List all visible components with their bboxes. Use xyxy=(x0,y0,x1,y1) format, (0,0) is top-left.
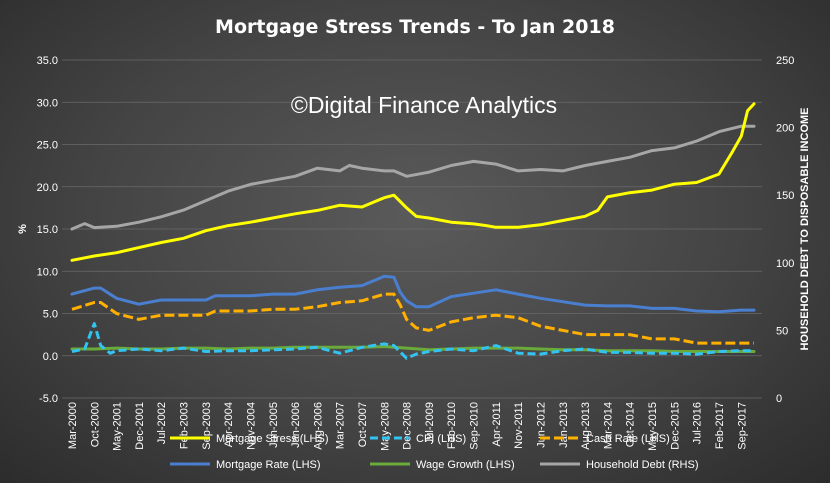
x-tick-label: Oct-2014 xyxy=(625,402,637,447)
series-line xyxy=(70,124,756,231)
y-axis-left-label: % xyxy=(17,224,29,234)
x-tick-label: Dec-2008 xyxy=(402,402,414,450)
legend: Mortgage Stress (LHS) CPI (LHS) Cash Rate … xyxy=(170,433,699,471)
x-tick-label: Oct-2007 xyxy=(357,402,369,447)
legend-label: Mortgage Stress (LHS) xyxy=(216,433,328,445)
x-tick-label: Aug-2006 xyxy=(312,402,324,450)
y-tick-left: 0.0 xyxy=(43,351,58,363)
x-tick-label: Feb-2010 xyxy=(446,402,458,449)
y-tick-right: 200 xyxy=(776,123,794,135)
x-tick-label: Mar-2007 xyxy=(335,402,347,449)
watermark: ©Digital Finance Analytics xyxy=(291,92,557,118)
y-tick-left: 10.0 xyxy=(37,266,58,278)
x-tick-label: Dec-2001 xyxy=(134,402,146,450)
y-tick-left: 25.0 xyxy=(37,140,58,152)
series-line xyxy=(71,292,754,345)
series-line xyxy=(70,102,756,262)
y-tick-right: 50 xyxy=(776,325,788,337)
x-tick-label: Jul-2016 xyxy=(692,402,704,444)
x-tick-label: Sep-2003 xyxy=(201,402,213,450)
y-tick-left: -5.0 xyxy=(39,393,58,405)
y-tick-right: 100 xyxy=(776,258,794,270)
y-tick-left: 5.0 xyxy=(43,309,58,321)
x-tick-label: Apr-2004 xyxy=(223,402,235,447)
y-axis-right-label: HOUSEHOLD DEBT TO DISPOSABLE INCOME xyxy=(799,107,811,350)
series-lines xyxy=(70,102,756,360)
x-tick-label: Feb-2003 xyxy=(179,402,191,449)
y-tick-left: 30.0 xyxy=(37,97,58,109)
x-tick-label: Nov-2004 xyxy=(245,402,257,450)
x-tick-label: May-2008 xyxy=(379,402,391,451)
x-tick-label: Nov-2011 xyxy=(513,402,525,449)
gridlines xyxy=(62,59,762,399)
y-tick-right: 150 xyxy=(776,190,794,202)
x-tick-label: Apr-2011 xyxy=(491,402,503,446)
chart-title: Mortgage Stress Trends - To Jan 2018 xyxy=(215,16,615,38)
x-tick-label: Jul-2009 xyxy=(424,402,436,444)
x-tick-label: Aug-2013 xyxy=(580,402,592,450)
legend-label: Household Debt (RHS) xyxy=(586,459,699,471)
legend-label: CPI (LHS) xyxy=(416,433,466,445)
y-tick-left: 20.0 xyxy=(37,182,58,194)
y-tick-left: 15.0 xyxy=(37,224,58,236)
x-tick-label: Jan-2006 xyxy=(290,402,302,448)
series-line xyxy=(71,322,754,360)
x-tick-label: Jun-2005 xyxy=(268,402,280,448)
x-tick-label: Oct-2000 xyxy=(89,402,101,447)
legend-label: Mortgage Rate (LHS) xyxy=(216,459,321,471)
legend-label: Cash Rate (LHS) xyxy=(586,433,670,445)
x-tick-label: Jan-2013 xyxy=(558,402,570,448)
x-tick-label: Jul-2002 xyxy=(156,402,168,444)
x-tick-label: Sep-2010 xyxy=(469,402,481,450)
x-tick-label: Dec-2015 xyxy=(669,402,681,450)
x-tick-label: May-2001 xyxy=(112,402,124,451)
x-tick-label: May-2015 xyxy=(647,402,659,451)
x-tick-label: Mar-2014 xyxy=(602,402,614,449)
y-tick-right: 250 xyxy=(776,55,794,67)
x-tick-label: Sep-2017 xyxy=(736,402,748,450)
y-tick-right: 0 xyxy=(776,393,782,405)
series-line xyxy=(70,345,756,353)
x-tick-label: Mar-2000 xyxy=(67,402,79,449)
x-tick-label: Feb-2017 xyxy=(714,402,726,449)
x-tick-label: Jun-2012 xyxy=(535,402,547,448)
series-line xyxy=(70,274,756,314)
legend-label: Wage Growth (LHS) xyxy=(416,459,515,471)
y-tick-left: 35.0 xyxy=(37,55,58,67)
